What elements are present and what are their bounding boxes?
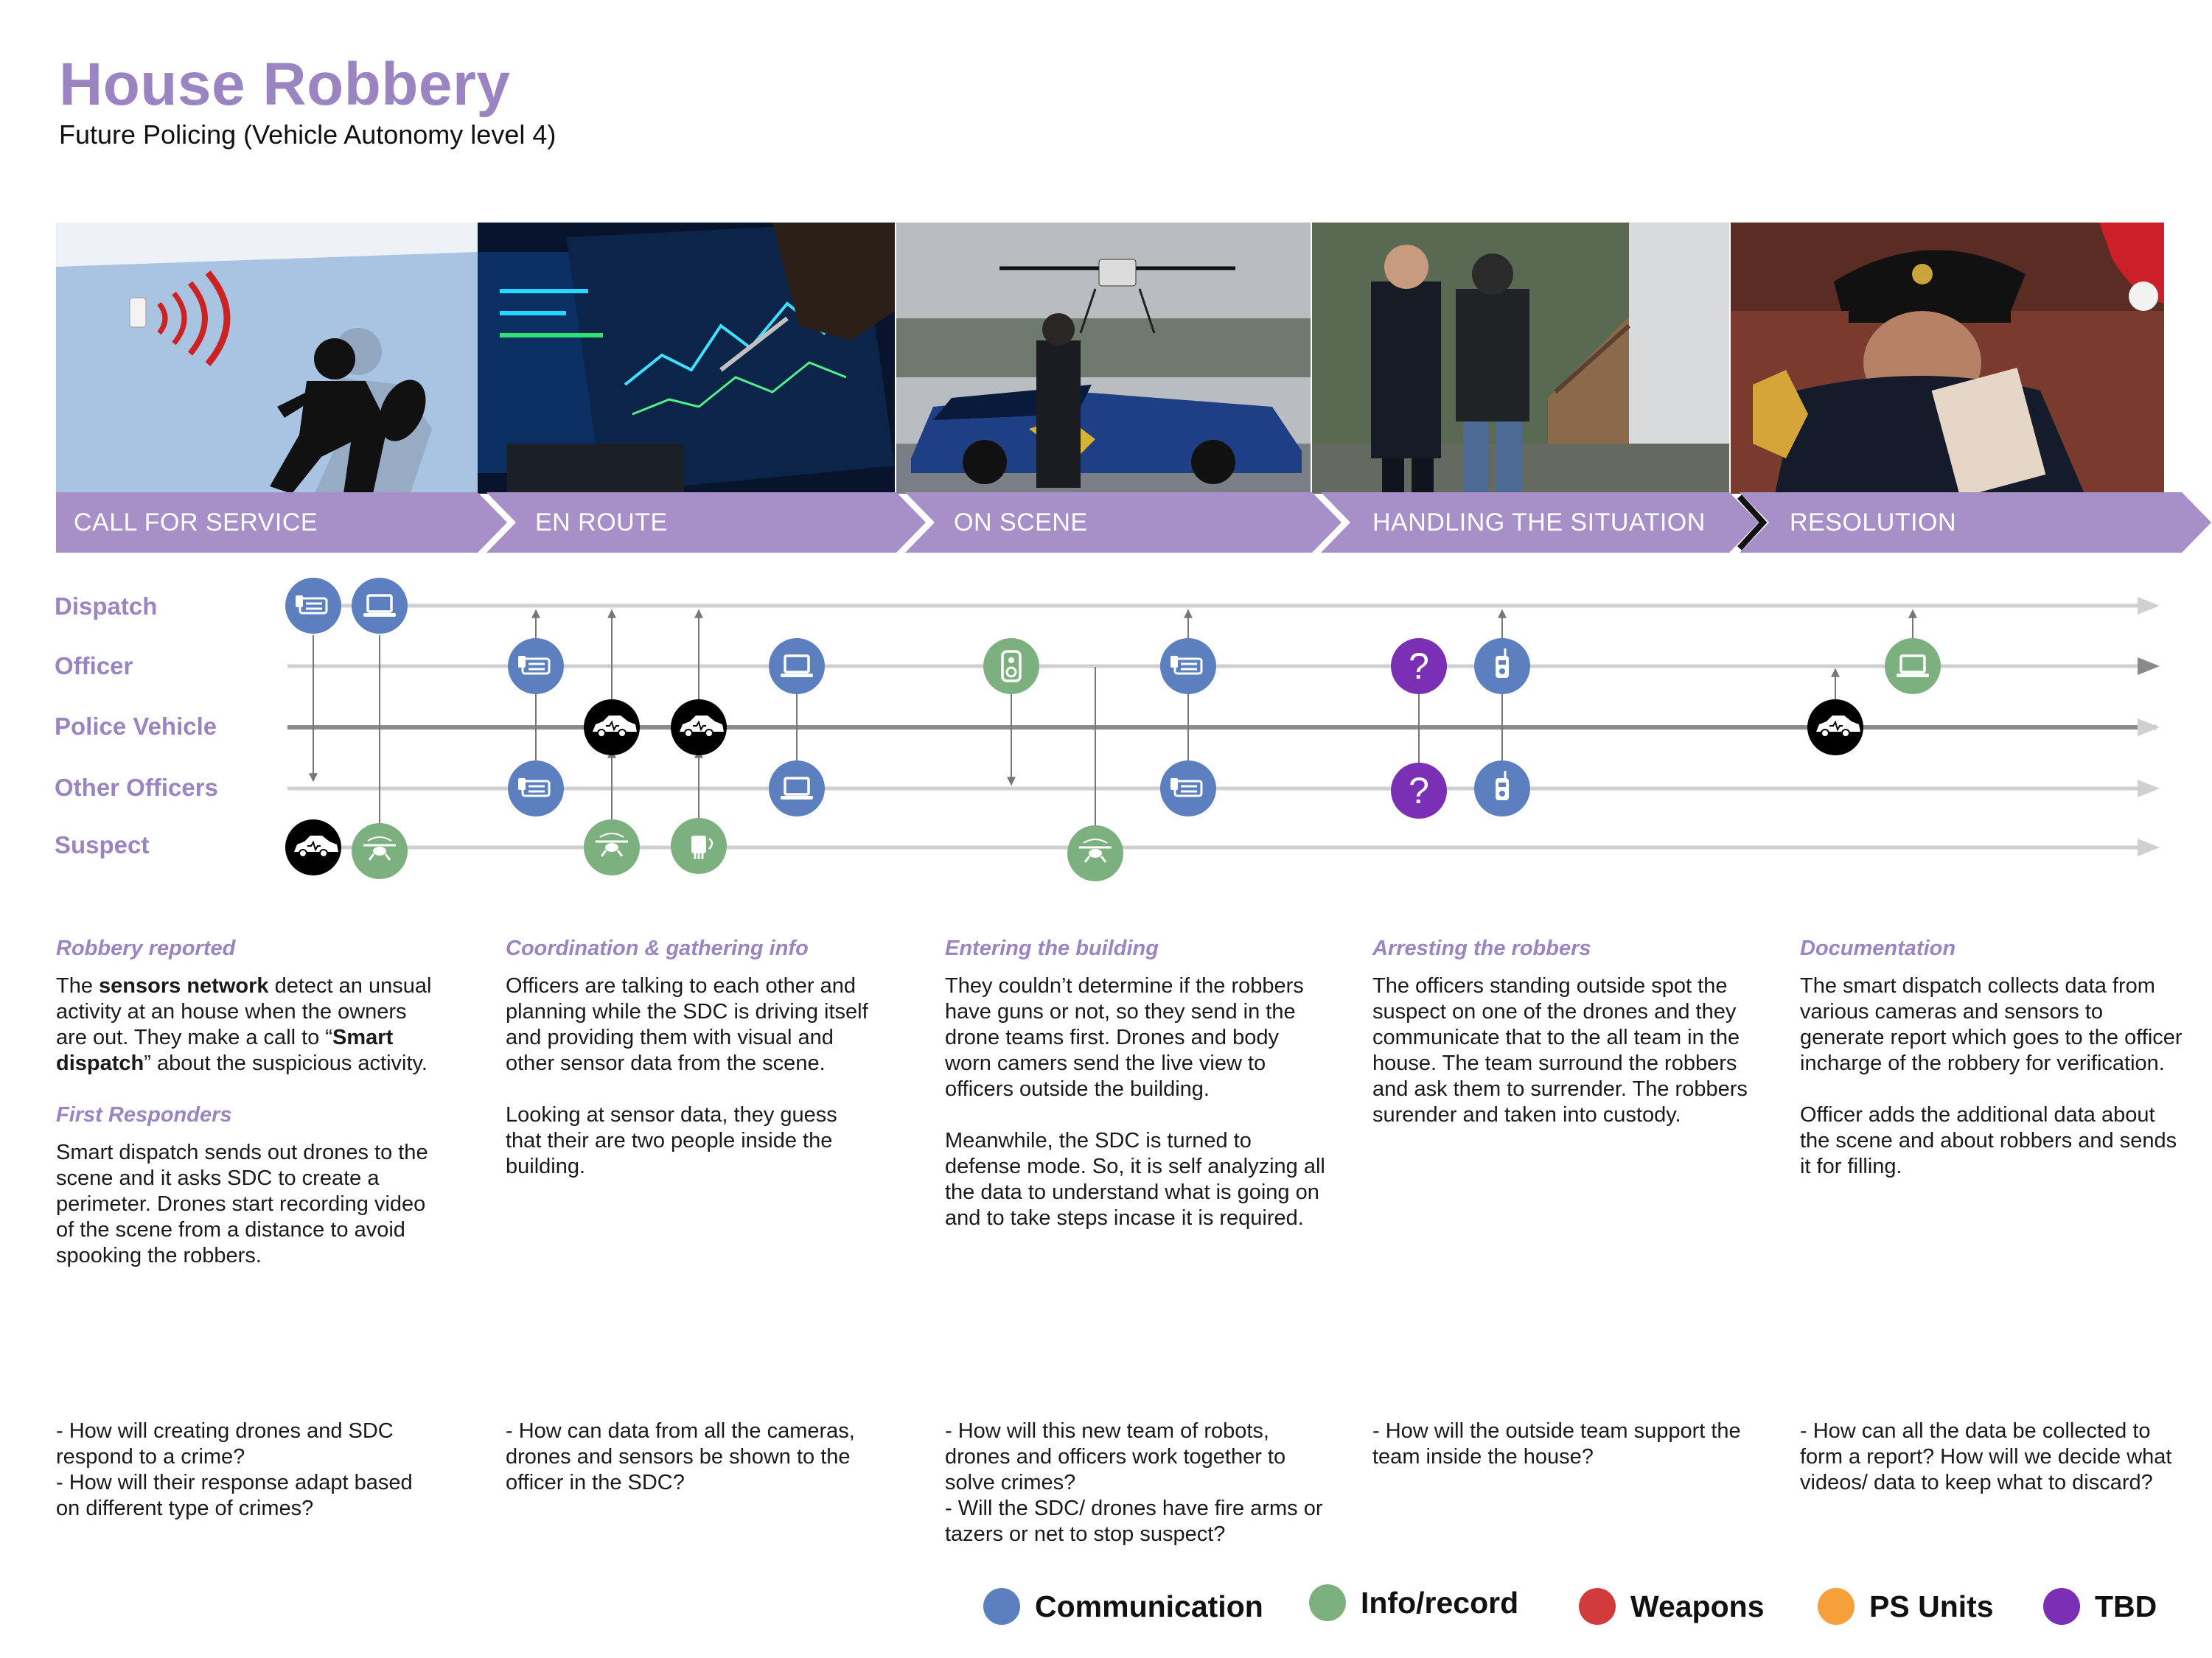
column-heading: Arresting the robbers bbox=[1372, 937, 1591, 960]
lane-label-police-vehicle: Police Vehicle bbox=[55, 713, 217, 740]
call-for-service-photo bbox=[56, 223, 478, 494]
resolution-photo bbox=[1731, 223, 2164, 494]
laptop-icon bbox=[352, 578, 408, 634]
column-en-route: Coordination & gathering info Officers a… bbox=[506, 936, 874, 1494]
lane-label-other-officers: Other Officers bbox=[55, 774, 218, 801]
radio-icon bbox=[1474, 638, 1530, 694]
column-paragraph: They couldn’t determine if the robbers h… bbox=[945, 974, 1304, 1101]
column-paragraph: The sensors network detect an unsual act… bbox=[56, 974, 432, 1075]
legend-dot bbox=[2043, 1588, 2080, 1625]
column-questions: - How will creating drones and SDC respo… bbox=[56, 1419, 413, 1520]
dispatch-console-icon bbox=[285, 578, 341, 634]
radio-icon bbox=[1474, 760, 1530, 816]
stage-call-for-service: CALL FOR SERVICE bbox=[74, 508, 318, 536]
column-questions: - How can all the data be collected to f… bbox=[1800, 1419, 2172, 1494]
column-paragraph: The smart dispatch collects data from va… bbox=[1800, 974, 2183, 1075]
column-handling-the-situation: Arresting the robbers The officers stand… bbox=[1372, 936, 1748, 1469]
swimlane-diagram: ? ? bbox=[285, 578, 2160, 881]
legend-dot bbox=[1309, 1584, 1346, 1621]
legend-dot bbox=[1579, 1588, 1616, 1625]
question-icon: ? bbox=[1391, 638, 1447, 694]
legend-dot bbox=[983, 1588, 1020, 1625]
dispatch-console-icon bbox=[1160, 638, 1216, 694]
police-car-icon bbox=[1807, 699, 1863, 755]
question-icon: ? bbox=[1391, 763, 1447, 819]
police-car-icon bbox=[285, 819, 341, 875]
laptop-icon bbox=[769, 760, 825, 816]
dispatch-console-icon bbox=[508, 638, 564, 694]
drone-icon bbox=[584, 819, 640, 875]
laptop-icon bbox=[1885, 638, 1941, 694]
legend-weapons: Weapons bbox=[1579, 1588, 1765, 1625]
column-heading: Documentation bbox=[1800, 937, 1956, 960]
column-paragraph: Officer adds the additional data about t… bbox=[1800, 1103, 2177, 1178]
column-on-scene: Entering the building They couldn’t dete… bbox=[945, 936, 1328, 1546]
stage-handling-the-situation: HANDLING THE SITUATION bbox=[1372, 508, 1706, 536]
column-paragraph: Officers are talking to each other and p… bbox=[506, 974, 868, 1075]
drone-icon bbox=[1067, 825, 1123, 881]
on-scene-photo bbox=[896, 223, 1311, 494]
laptop-icon bbox=[769, 638, 825, 694]
dispatch-console-icon bbox=[508, 760, 564, 816]
column-questions: - How will this new team of robots, dron… bbox=[945, 1419, 1323, 1546]
en-route-photo bbox=[478, 223, 895, 494]
column-questions: - How will the outside team support the … bbox=[1372, 1419, 1741, 1469]
column-heading: Entering the building bbox=[945, 937, 1159, 960]
column-heading: Robbery reported bbox=[56, 937, 236, 960]
stage-resolution: RESOLUTION bbox=[1790, 508, 1957, 536]
lane-label-dispatch: Dispatch bbox=[55, 592, 158, 620]
legend-communication: Communication bbox=[983, 1588, 1263, 1625]
body-camera-icon bbox=[983, 638, 1039, 694]
column-call-for-service: Robbery reported The sensors network det… bbox=[56, 936, 439, 1520]
column-paragraph: The officers standing outside spot the s… bbox=[1372, 974, 1748, 1127]
dispatch-console-icon bbox=[1160, 760, 1216, 816]
legend-tbd: TBD bbox=[2043, 1588, 2157, 1625]
column-paragraph: Meanwhile, the SDC is turned to defense … bbox=[945, 1129, 1325, 1230]
column-heading: Coordination & gathering info bbox=[506, 937, 809, 960]
police-car-icon bbox=[671, 699, 727, 755]
drone-icon bbox=[352, 823, 408, 879]
column-resolution: Documentation The smart dispatch collect… bbox=[1800, 936, 2183, 1494]
page-title: House Robbery bbox=[59, 51, 511, 118]
stage-on-scene: ON SCENE bbox=[954, 508, 1088, 536]
legend-info-record: Info/record bbox=[1309, 1584, 1518, 1621]
stage-banner bbox=[56, 492, 2211, 553]
column-questions: - How can data from all the cameras, dro… bbox=[506, 1419, 855, 1494]
legend-ps-units: PS Units bbox=[1818, 1588, 1994, 1625]
column-paragraph: Smart dispatch sends out drones to the s… bbox=[56, 1141, 428, 1267]
lane-label-suspect: Suspect bbox=[55, 831, 150, 858]
stage-en-route: EN ROUTE bbox=[535, 508, 668, 536]
police-car-icon bbox=[584, 699, 640, 755]
column-heading: First Responders bbox=[56, 1103, 232, 1127]
lane-label-officer: Officer bbox=[55, 652, 133, 679]
tbd-mark: ? bbox=[1409, 646, 1429, 687]
legend-dot bbox=[1818, 1588, 1855, 1625]
column-paragraph: Looking at sensor data, they guess that … bbox=[506, 1103, 837, 1178]
page-subtitle: Future Policing (Vehicle Autonomy level … bbox=[59, 119, 557, 150]
sensor-icon bbox=[671, 818, 727, 874]
handling-the-situation-photo bbox=[1312, 223, 1729, 494]
tbd-mark: ? bbox=[1409, 770, 1429, 811]
